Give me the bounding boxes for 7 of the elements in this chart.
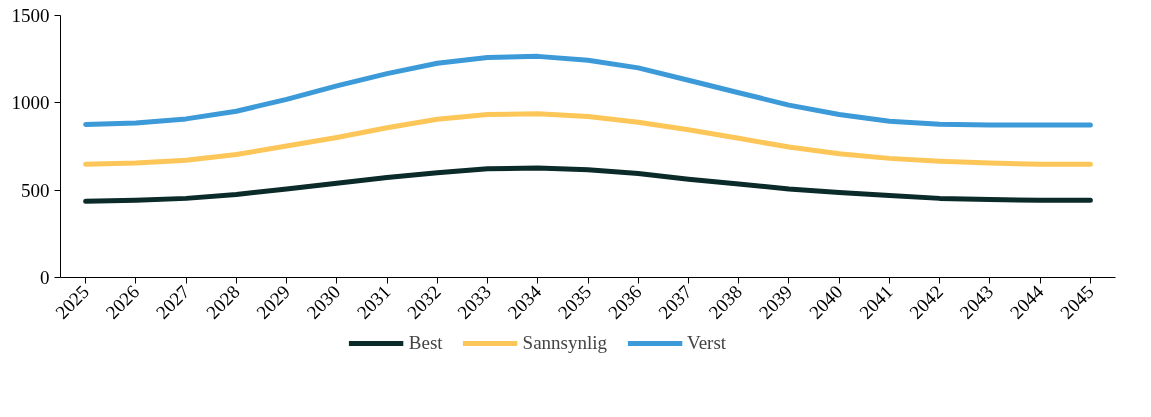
y-tick-label: 1500	[11, 5, 50, 26]
y-tick-label: 1000	[11, 92, 50, 114]
legend-label: Verst	[687, 332, 727, 354]
y-tick-label: 500	[21, 179, 50, 201]
legend-label: Best	[408, 332, 443, 354]
legend-label: Sannsynlig	[522, 332, 608, 354]
y-tick-label: 0	[40, 267, 50, 288]
